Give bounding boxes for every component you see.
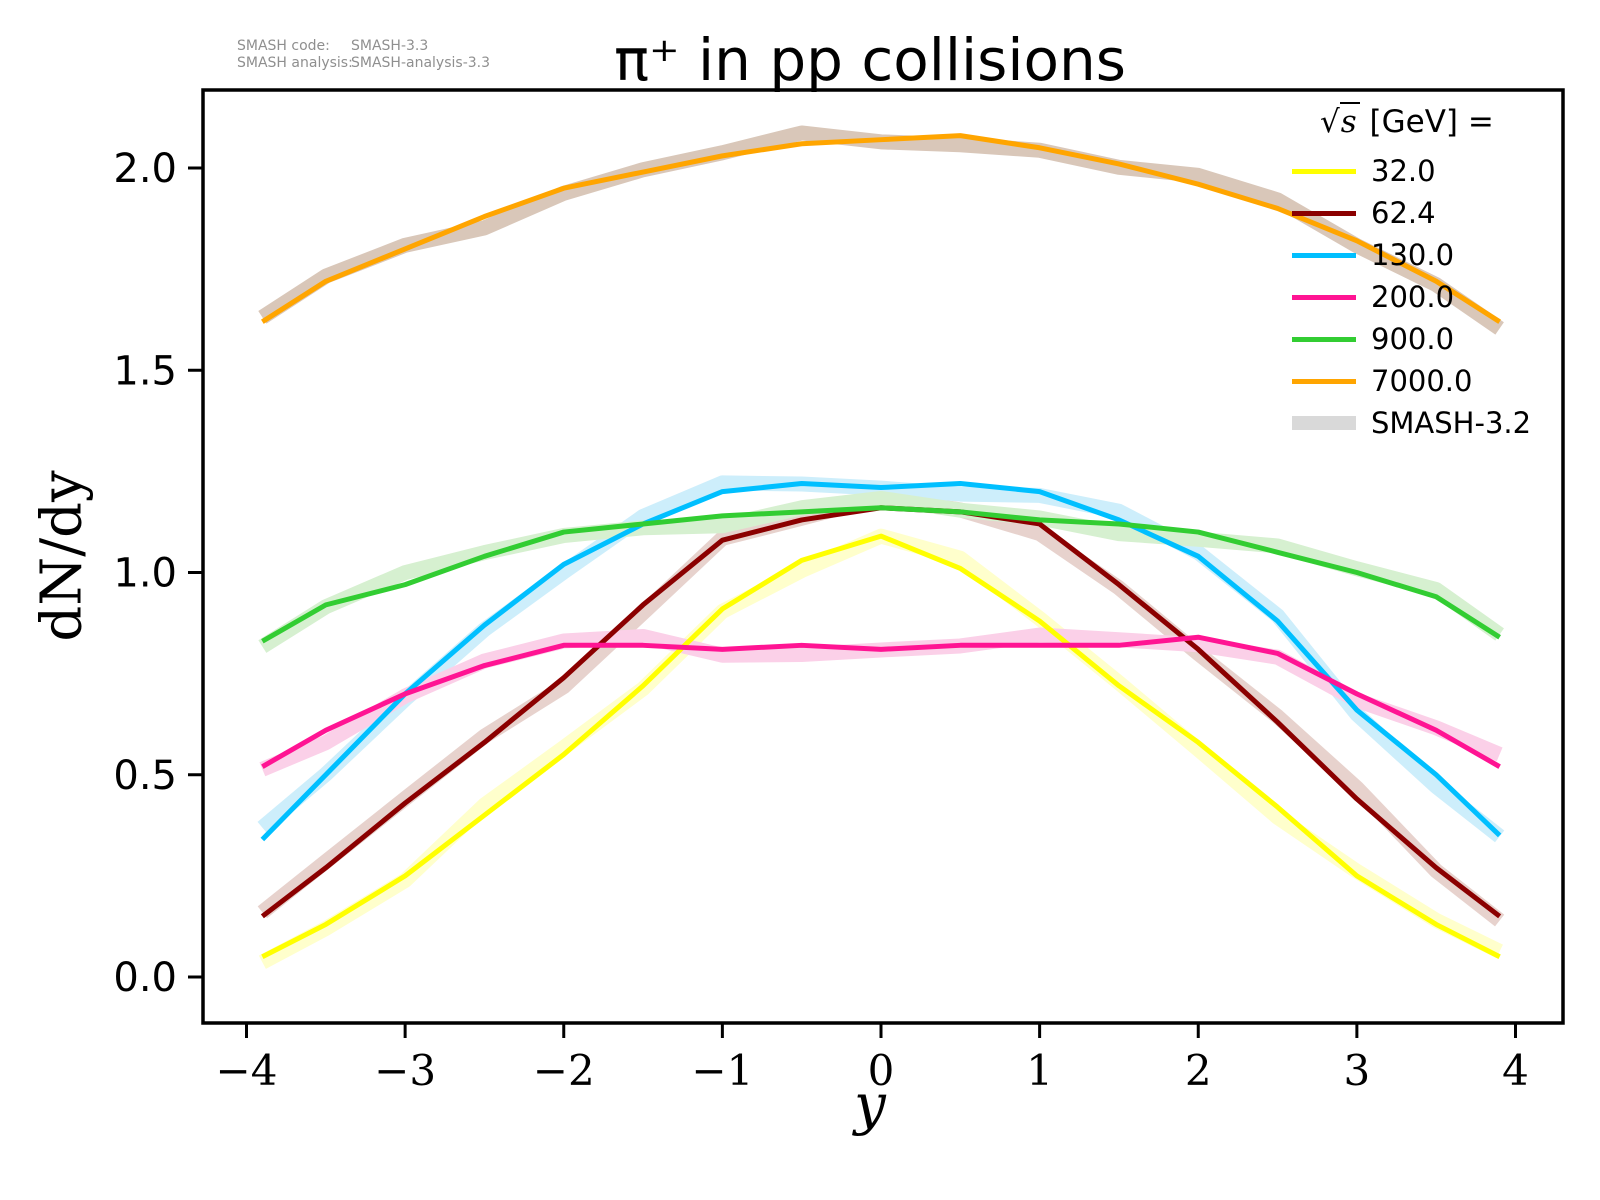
legend-entry-label: 32.0	[1371, 154, 1436, 188]
series-lines	[260, 133, 1502, 960]
annotation-value: SMASH-3.3	[351, 38, 429, 54]
x-tick-label: 4	[1502, 1046, 1529, 1095]
series-line-200.0	[261, 634, 1501, 769]
x-tick-label: −3	[374, 1046, 436, 1095]
annotation-label: SMASH code:	[237, 38, 330, 54]
legend-entry-7000: 7000.0	[1292, 360, 1572, 402]
smash-version-annotation: SMASH code: SMASH-3.3 SMASH analysis: SM…	[237, 38, 490, 72]
legend-entry-label: 130.0	[1371, 238, 1455, 272]
x-tick-label: −1	[691, 1046, 753, 1095]
annotation-label: SMASH analysis:	[237, 55, 353, 71]
legend-entry-label: 62.4	[1371, 196, 1436, 230]
legend-entry-label: 7000.0	[1371, 364, 1473, 398]
legend-entry-200: 200.0	[1292, 276, 1572, 318]
series-line-130.0	[260, 481, 1502, 842]
legend-line-sample	[1292, 252, 1356, 258]
series-line-7000.0	[261, 133, 1501, 324]
sqrt-icon: √	[1320, 104, 1340, 140]
x-tick-label: −2	[533, 1046, 595, 1095]
smash32-band-900.0	[258, 490, 1504, 653]
legend-title: √s [GeV] =	[1320, 102, 1572, 140]
y-tick-label: 2.0	[113, 146, 177, 192]
legend-line-sample	[1292, 294, 1356, 300]
x-tick-label: 3	[1344, 1046, 1371, 1095]
annotation-value: SMASH-analysis-3.3	[351, 55, 491, 71]
legend-line-sample	[1292, 210, 1356, 216]
y-axis-label: dN/dy	[29, 470, 95, 642]
y-tick-label: 0.0	[113, 955, 177, 1001]
x-axis-label: y	[854, 1072, 886, 1138]
legend-line-sample	[1292, 378, 1356, 384]
series-line-32.0	[261, 533, 1501, 960]
axes-frame	[201, 88, 1565, 1025]
legend-entry-62: 62.4	[1292, 192, 1572, 234]
legend-band-sample	[1292, 416, 1356, 430]
legend-entry-130: 130.0	[1292, 234, 1572, 276]
x-tick-label: −4	[216, 1046, 278, 1095]
legend-title-sqrt-arg: s	[1339, 102, 1360, 140]
chart-title: π⁺ in pp collisions	[614, 26, 1126, 94]
y-axis-ticks: 0.0 0.5 1.0 1.5 2.0	[113, 146, 203, 1001]
series-line-900.0	[261, 505, 1501, 644]
legend: √s [GeV] = 32.0 62.4 130.0 200.0 900.0 7…	[1292, 102, 1572, 444]
legend-entry-32: 32.0	[1292, 150, 1572, 192]
x-tick-label: 0	[868, 1046, 895, 1095]
legend-entry-label: 200.0	[1371, 280, 1455, 314]
y-tick-label: 1.0	[113, 551, 177, 597]
y-tick-label: 0.5	[113, 753, 177, 799]
y-tick-label: 1.5	[113, 348, 177, 394]
legend-line-sample	[1292, 336, 1356, 342]
legend-entry-smash32: SMASH-3.2	[1292, 402, 1572, 444]
legend-entry-label: SMASH-3.2	[1371, 406, 1532, 440]
x-tick-label: 1	[1026, 1046, 1053, 1095]
legend-line-sample	[1292, 168, 1356, 174]
x-axis-ticks: −4 −3 −2 −1 0 1 2 3 4	[216, 1023, 1529, 1095]
legend-title-units: [GeV] =	[1359, 104, 1494, 140]
legend-entry-label: 900.0	[1371, 322, 1455, 356]
legend-entry-900: 900.0	[1292, 318, 1572, 360]
x-tick-label: 2	[1185, 1046, 1212, 1095]
